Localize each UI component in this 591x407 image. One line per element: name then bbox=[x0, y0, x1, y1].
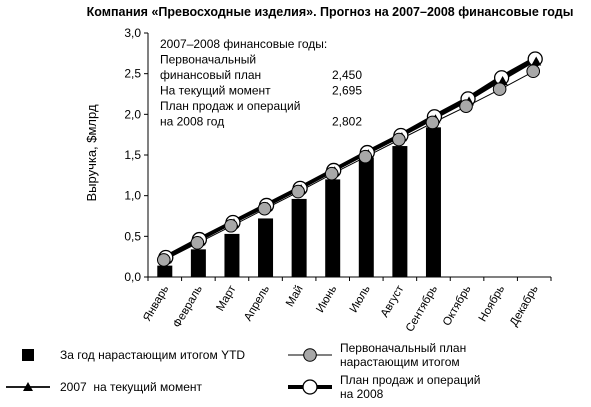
data-point bbox=[531, 56, 542, 66]
annotation-label: На текущий момент bbox=[160, 84, 271, 98]
legend-label: нарастающим итогом bbox=[340, 355, 460, 369]
data-point bbox=[526, 64, 541, 79]
annotation-box: 2007–2008 финансовые годы: Первоначальный… bbox=[160, 37, 362, 129]
bar bbox=[392, 146, 408, 277]
y-tick-label: 3,0 bbox=[124, 26, 141, 40]
x-tick-label: Май bbox=[284, 284, 306, 310]
data-point bbox=[324, 166, 339, 181]
annotation-value: 2,802 bbox=[332, 115, 362, 129]
data-point bbox=[190, 236, 205, 250]
legend-swatch bbox=[22, 349, 34, 361]
legend-marker bbox=[23, 382, 33, 391]
y-tick-label: 0,0 bbox=[124, 270, 141, 284]
bar bbox=[325, 179, 341, 277]
x-tick-label: Февраль bbox=[171, 284, 205, 330]
annotation-value: 2,695 bbox=[332, 84, 362, 98]
x-tick-label: Октябрь bbox=[441, 283, 474, 328]
bar bbox=[157, 265, 173, 277]
x-tick-label: Декабрь bbox=[508, 283, 541, 328]
bar bbox=[425, 127, 441, 277]
x-tick-label: Март bbox=[214, 283, 239, 313]
y-tick-label: 0,5 bbox=[124, 229, 141, 243]
x-tick-label: Апрель bbox=[242, 283, 272, 323]
legend: За год нарастающим итогом YTD Первоначаль… bbox=[6, 341, 480, 401]
x-tick-label: Ноябрь bbox=[477, 283, 507, 324]
data-point bbox=[257, 201, 272, 216]
data-point bbox=[291, 184, 305, 199]
y-tick-label: 1,5 bbox=[124, 148, 141, 162]
x-tick-label: Январь bbox=[141, 283, 171, 323]
data-point bbox=[492, 82, 507, 96]
legend-label: За год нарастающим итогом YTD bbox=[60, 348, 245, 362]
y-tick-label: 1,0 bbox=[124, 189, 141, 203]
chart-title: Компания «Превосходные изделия». Прогноз… bbox=[87, 5, 574, 19]
data-point bbox=[425, 115, 440, 130]
legend-label: Первоначальный план bbox=[340, 341, 466, 355]
y-tick-label: 2,5 bbox=[124, 67, 141, 81]
bar bbox=[358, 157, 374, 277]
x-tick-label: Июль bbox=[348, 283, 373, 314]
legend-marker bbox=[302, 379, 318, 395]
x-tick-label: Сентябрь bbox=[404, 284, 440, 335]
bar bbox=[224, 233, 240, 277]
data-point bbox=[156, 253, 171, 267]
legend-label: 2007 на текущий момент bbox=[60, 380, 203, 394]
data-point bbox=[392, 132, 406, 147]
legend-label: План продаж и операций bbox=[340, 373, 480, 387]
annotation-heading: 2007–2008 финансовые годы: bbox=[160, 37, 327, 51]
data-point bbox=[224, 218, 238, 233]
y-tick-label: 2,0 bbox=[124, 107, 141, 121]
bar bbox=[190, 249, 206, 277]
bar bbox=[291, 198, 307, 277]
legend-marker bbox=[303, 348, 317, 362]
bar bbox=[258, 218, 274, 277]
annotation-label: Первоначальный bbox=[160, 53, 256, 67]
x-tick-label: Июнь bbox=[314, 283, 339, 314]
annotation-label: финансовый план bbox=[160, 68, 261, 82]
data-point bbox=[358, 149, 373, 164]
annotation-label: План продаж и операций bbox=[160, 99, 300, 113]
legend-label: на 2008 bbox=[340, 387, 384, 401]
annotation-label: на 2008 год bbox=[160, 115, 224, 129]
annotation-value: 2,450 bbox=[332, 68, 362, 82]
y-axis-label: Выручка, $млрд bbox=[84, 104, 99, 201]
x-tick-label: Август bbox=[379, 283, 407, 320]
data-point bbox=[459, 99, 473, 113]
